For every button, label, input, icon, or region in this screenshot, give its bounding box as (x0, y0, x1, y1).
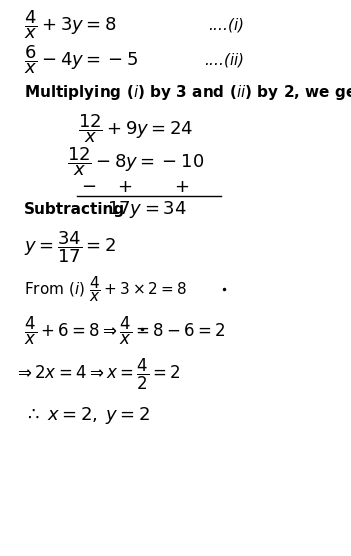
Text: From ($i$) $\dfrac{4}{x} + 3 \times 2 = 8$: From ($i$) $\dfrac{4}{x} + 3 \times 2 = … (24, 275, 187, 305)
Text: $\dfrac{6}{x} - 4y = -5$: $\dfrac{6}{x} - 4y = -5$ (24, 44, 139, 77)
Text: $\dfrac{4}{x} + 3y = 8$: $\dfrac{4}{x} + 3y = 8$ (24, 8, 117, 41)
Text: ....($ii$): ....($ii$) (204, 51, 244, 69)
Text: $\therefore\; x = 2,\; y = 2$: $\therefore\; x = 2,\; y = 2$ (24, 405, 151, 426)
Text: $\dfrac{12}{x} + 9y = 24$: $\dfrac{12}{x} + 9y = 24$ (78, 112, 193, 145)
Text: $y = \dfrac{34}{17} = 2$: $y = \dfrac{34}{17} = 2$ (24, 229, 117, 265)
Text: ....($i$): ....($i$) (208, 16, 244, 33)
Text: Subtracting: Subtracting (24, 202, 125, 217)
Text: $\Rightarrow 2x = 4 \Rightarrow x = \dfrac{4}{2} = 2$: $\Rightarrow 2x = 4 \Rightarrow x = \dfr… (14, 356, 181, 392)
Text: $17y = 34$: $17y = 34$ (107, 199, 186, 220)
Text: Multiplying ($i$) by 3 and ($ii$) by 2, we get: Multiplying ($i$) by 3 and ($ii$) by 2, … (24, 83, 351, 102)
Text: $-\quad +\qquad +$: $-\quad +\qquad +$ (81, 178, 190, 196)
Text: $\dfrac{4}{x} + 6 = 8 \Rightarrow \dfrac{4}{x} = 8 - 6 = 2$: $\dfrac{4}{x} + 6 = 8 \Rightarrow \dfrac… (24, 315, 226, 347)
Text: $\dfrac{12}{x} - 8y = -10$: $\dfrac{12}{x} - 8y = -10$ (67, 145, 204, 177)
